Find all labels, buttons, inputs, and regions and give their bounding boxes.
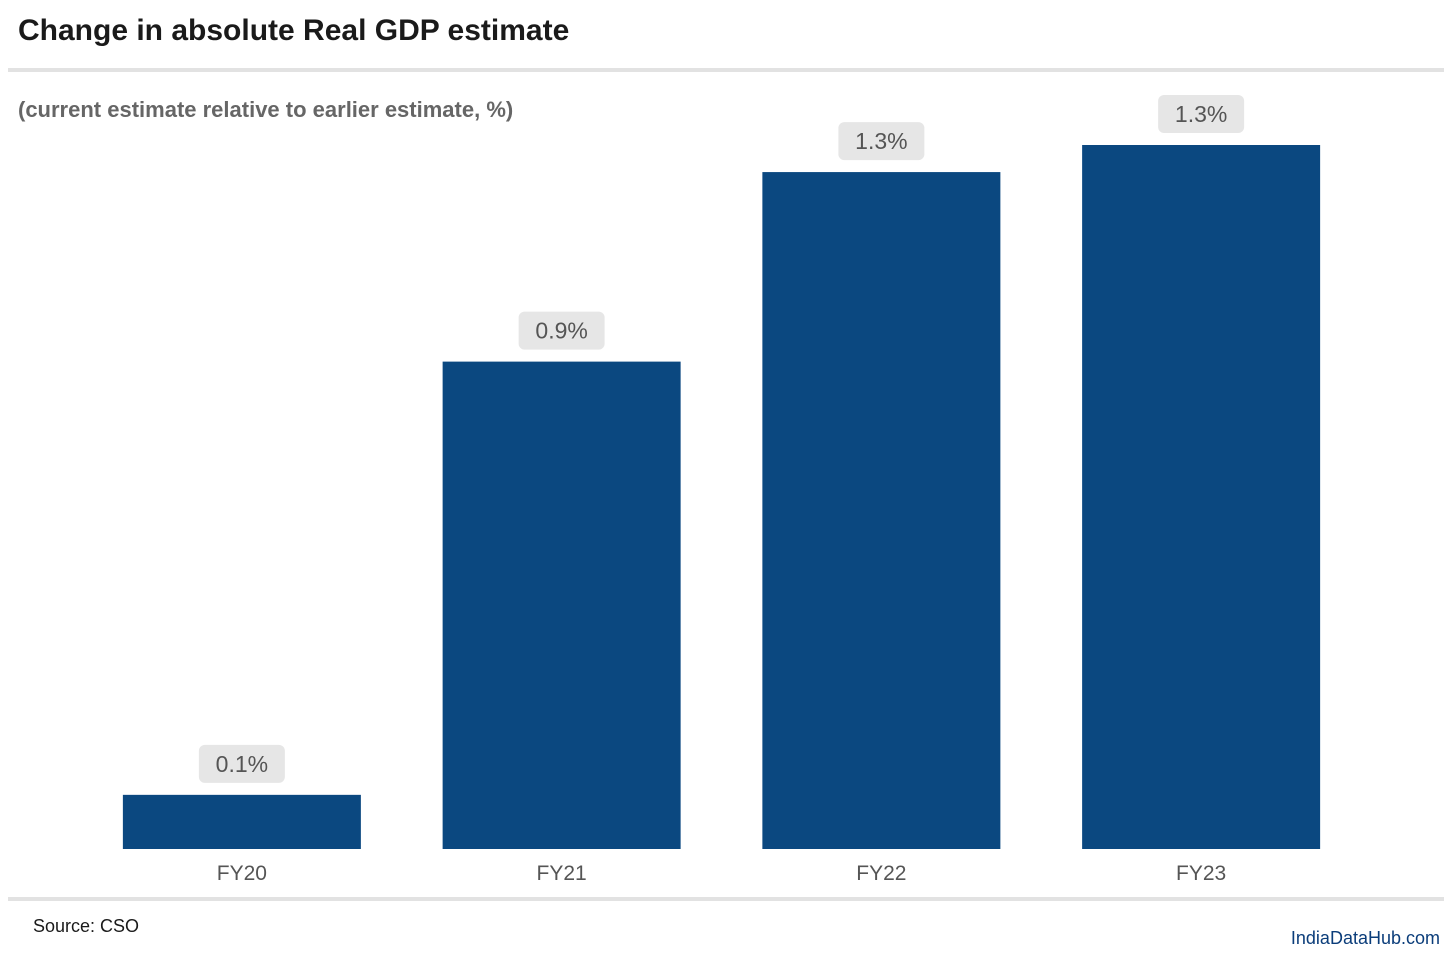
chart-title: Change in absolute Real GDP estimate bbox=[18, 14, 570, 47]
data-label-box bbox=[1158, 95, 1245, 133]
x-tick-label: FY21 bbox=[537, 862, 587, 885]
data-label: 1.3% bbox=[855, 128, 907, 154]
top-divider bbox=[8, 68, 1444, 72]
bar-fy23 bbox=[1082, 145, 1321, 849]
chart-subtitle: (current estimate relative to earlier es… bbox=[18, 97, 514, 122]
data-label: 0.9% bbox=[535, 318, 587, 344]
data-label-box bbox=[838, 122, 925, 161]
x-tick-label: FY20 bbox=[217, 862, 267, 885]
data-label-box bbox=[518, 311, 605, 350]
x-tick-label: FY22 bbox=[856, 862, 906, 885]
x-tick-label: FY23 bbox=[1176, 862, 1226, 885]
bar-fy21 bbox=[442, 361, 681, 849]
bar-fy20 bbox=[122, 794, 361, 849]
data-label: 0.1% bbox=[216, 751, 268, 777]
bottom-divider bbox=[8, 897, 1444, 901]
bar-fy22 bbox=[762, 172, 1001, 850]
data-label-box bbox=[198, 744, 285, 783]
data-label: 1.3% bbox=[1175, 101, 1227, 127]
source-note: Source: CSO bbox=[33, 916, 140, 936]
brand-link[interactable]: IndiaDataHub.com bbox=[1290, 928, 1440, 948]
